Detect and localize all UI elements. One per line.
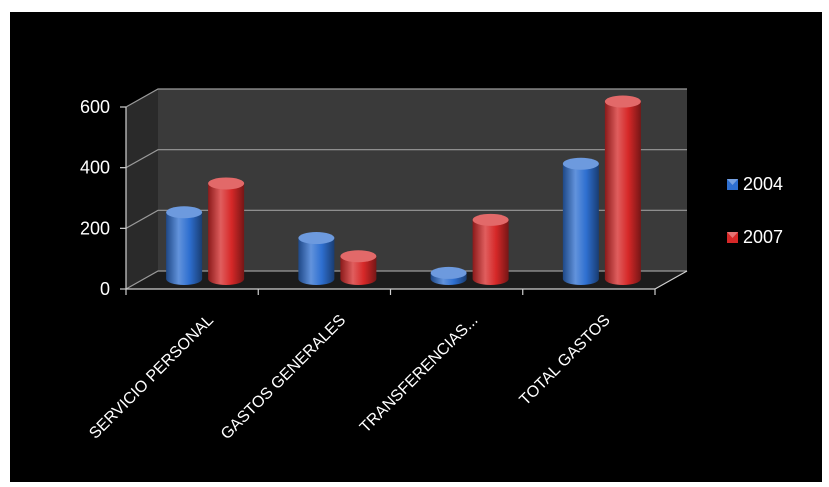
y-tick-label: 400 <box>80 158 110 178</box>
bar-2004-2 <box>298 232 335 285</box>
side-wall <box>126 89 158 289</box>
y-tick-labels: 0 200 400 600 <box>80 97 110 299</box>
legend-label: 2004 <box>743 174 783 194</box>
chart-svg: 0 200 400 600 SERVICIO PERSONAL GASTOS GENER… <box>80 88 783 443</box>
bar-2007-2 <box>340 250 377 285</box>
y-tick-label: 600 <box>80 97 110 117</box>
x-tick-label: TOTAL GASTOS <box>517 312 614 409</box>
bars <box>166 95 641 285</box>
x-tick-labels: SERVICIO PERSONAL GASTOS GENERALES TRANSFE… <box>86 312 613 443</box>
gridlines <box>125 88 687 290</box>
x-tick-label: TRANSFERENCIAS... <box>357 312 482 437</box>
bar-2007-3 <box>472 213 509 285</box>
bar-2004-3 <box>430 266 467 285</box>
chart-container: 0 200 400 600 SERVICIO PERSONAL GASTOS GENER… <box>10 12 822 482</box>
y-tick-label: 200 <box>80 218 110 238</box>
gridline <box>125 88 687 108</box>
gridline <box>125 149 687 169</box>
bar-2007-1 <box>208 177 245 285</box>
x-tick-label: GASTOS GENERALES <box>218 312 349 443</box>
legend-item-2007: 2007 <box>727 227 783 247</box>
legend-item-2004: 2004 <box>727 174 783 194</box>
legend: 2004 2007 <box>727 174 783 247</box>
bar-2004-4 <box>562 157 599 285</box>
y-tick-label: 0 <box>100 279 110 299</box>
floor-edge <box>654 270 688 290</box>
floor <box>126 271 687 289</box>
bar-2007-4 <box>604 95 641 285</box>
legend-label: 2007 <box>743 227 783 247</box>
gridline <box>125 270 687 290</box>
axes <box>120 106 688 295</box>
x-tick-label: SERVICIO PERSONAL <box>86 312 217 443</box>
bar-2004-1 <box>166 206 203 285</box>
gridline <box>125 209 687 229</box>
